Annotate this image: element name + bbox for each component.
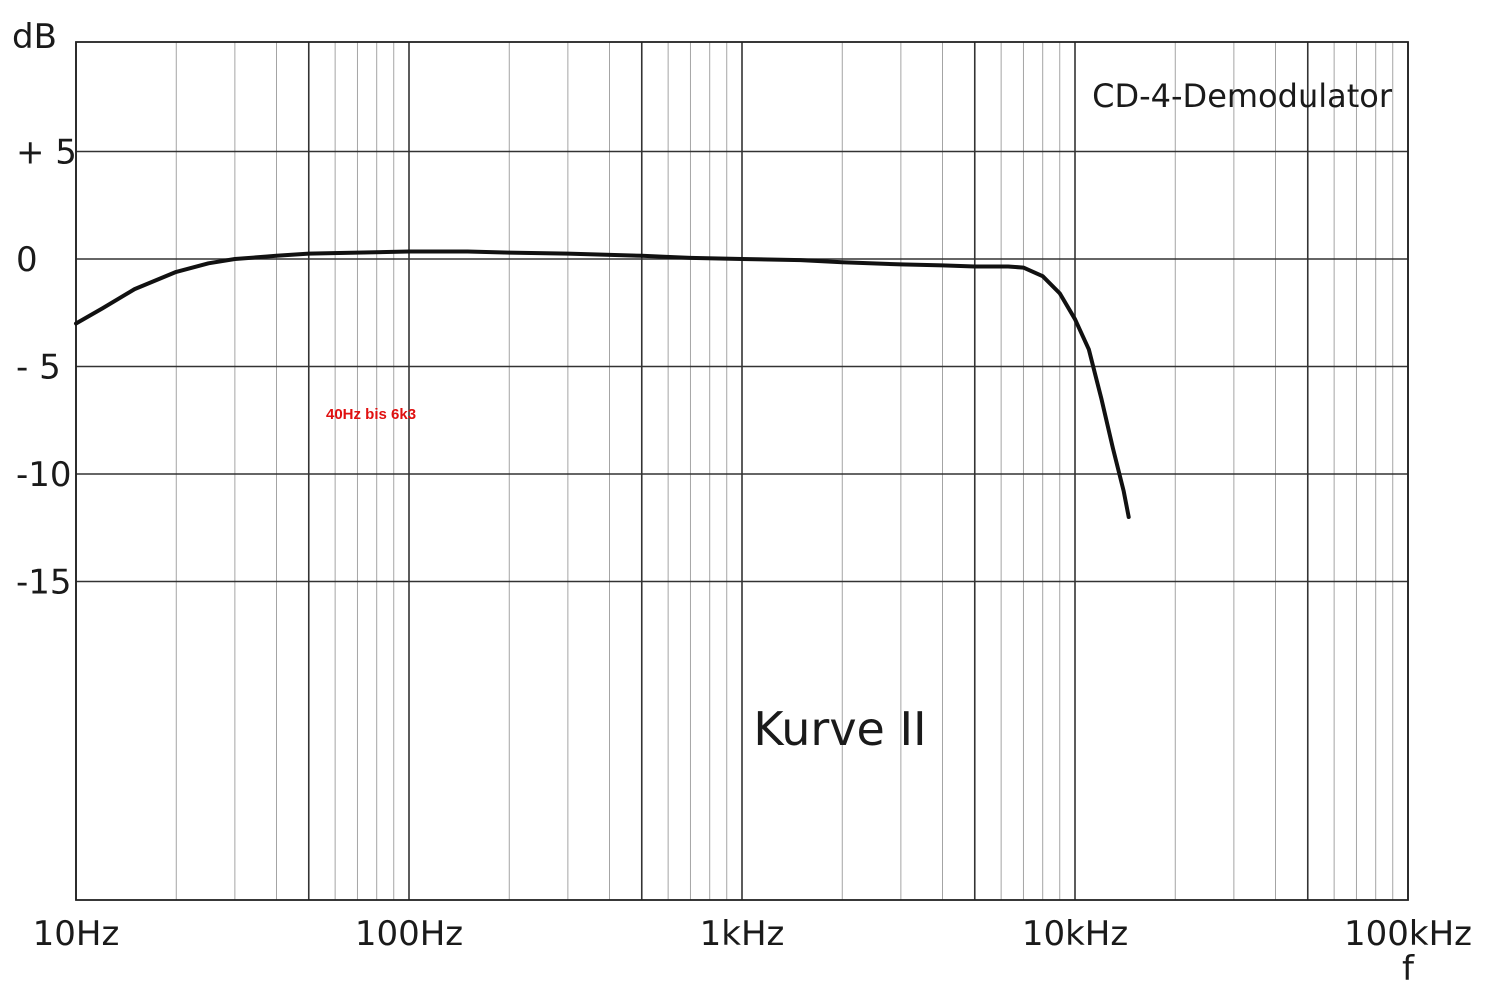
passband-annotation: 40Hz bis 6k3 (326, 406, 416, 423)
chart-title: CD-4-Demodulator (1092, 77, 1393, 115)
x-tick-label-1: 100Hz (355, 914, 463, 954)
y-tick-label-0: + 5 (16, 133, 77, 173)
curve-label: Kurve II (753, 702, 926, 756)
chart-grid (75, 41, 1409, 901)
y-tick-label-4: -15 (16, 563, 72, 603)
plot-frame (75, 41, 1409, 901)
series-group (74, 249, 1131, 519)
y-tick-label-1: 0 (16, 240, 38, 280)
series-line-0 (74, 249, 1131, 519)
y-axis-unit: dB (12, 17, 57, 57)
x-tick-label-3: 10kHz (1022, 914, 1128, 954)
y-tick-label-3: -10 (16, 455, 72, 495)
x-tick-label-0: 10Hz (33, 914, 120, 954)
x-tick-label-4: 100kHz (1344, 914, 1472, 954)
y-tick-label-2: - 5 (16, 348, 61, 388)
axis-tick-labels: 10Hz 100Hz 1kHz 10kHz 100kHz + 5 0 - 5 -10 -15 (16, 133, 1472, 955)
x-axis-label: f (1402, 949, 1415, 985)
x-tick-label-2: 1kHz (700, 914, 785, 954)
